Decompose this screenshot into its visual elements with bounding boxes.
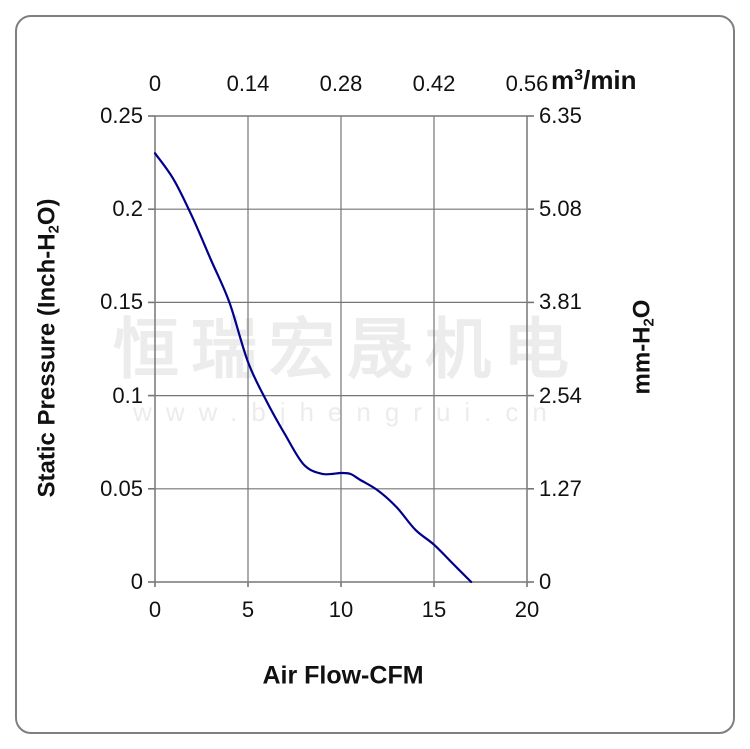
bottom-axis-tick-label: 0 xyxy=(148,597,162,622)
left-axis-tick-label: 0 xyxy=(130,569,143,594)
watermark-company-name: 恒瑞宏晟机电 xyxy=(113,312,581,386)
top-axis-tick-label: 0.42 xyxy=(412,71,456,96)
y-right-title-post: O xyxy=(628,299,656,319)
top-axis-unit-label: m3/min xyxy=(551,67,637,93)
right-axis-tick-label: 5.08 xyxy=(539,196,582,222)
y-left-title-post: O) xyxy=(33,198,61,226)
top-axis-unit-post: /min xyxy=(583,65,637,95)
left-axis-tick-label: 0.15 xyxy=(100,289,143,315)
top-axis-tick-label: 0 xyxy=(148,71,162,96)
bottom-axis-tick-label: 5 xyxy=(241,597,255,622)
y-right-title-pre: mm-H xyxy=(628,326,656,395)
y-left-title-subscript: 2 xyxy=(46,225,63,234)
right-axis-tick-label: 1.27 xyxy=(539,475,582,501)
right-axis-tick-label: 3.81 xyxy=(539,289,582,315)
outer-border xyxy=(15,15,735,734)
right-axis-tick-label: 2.54 xyxy=(539,382,582,408)
watermark-website: www.bjhengrui.cn xyxy=(133,397,561,427)
bottom-axis-tick-label: 20 xyxy=(514,597,540,622)
bottom-axis-tick-label: 10 xyxy=(328,597,354,622)
left-axis-tick-label: 0.2 xyxy=(112,196,143,222)
right-axis-tick-label: 0 xyxy=(539,569,552,594)
top-axis-tick-label: 0.14 xyxy=(226,71,270,96)
left-axis-tick-label: 0.1 xyxy=(112,382,143,408)
y-axis-right-title: mm-H2O xyxy=(628,299,658,395)
top-axis-tick-label: 0.28 xyxy=(319,71,363,96)
left-axis-tick-label: 0.05 xyxy=(100,475,143,501)
top-axis-unit-pre: m xyxy=(551,65,575,95)
x-axis-title: Air Flow-CFM xyxy=(262,661,424,690)
top-axis-tick-label: 0.56 xyxy=(505,71,549,96)
y-right-title-subscript: 2 xyxy=(641,318,658,327)
right-axis-tick-label: 6.35 xyxy=(539,103,582,128)
y-axis-left-title: Static Pressure (Inch-H2O) xyxy=(33,198,63,498)
y-left-title-pre: Static Pressure (Inch-H xyxy=(33,233,61,498)
left-axis-tick-label: 0.25 xyxy=(100,103,143,128)
bottom-axis-tick-label: 15 xyxy=(421,597,447,622)
top-axis-unit-superscript: 3 xyxy=(574,66,584,85)
